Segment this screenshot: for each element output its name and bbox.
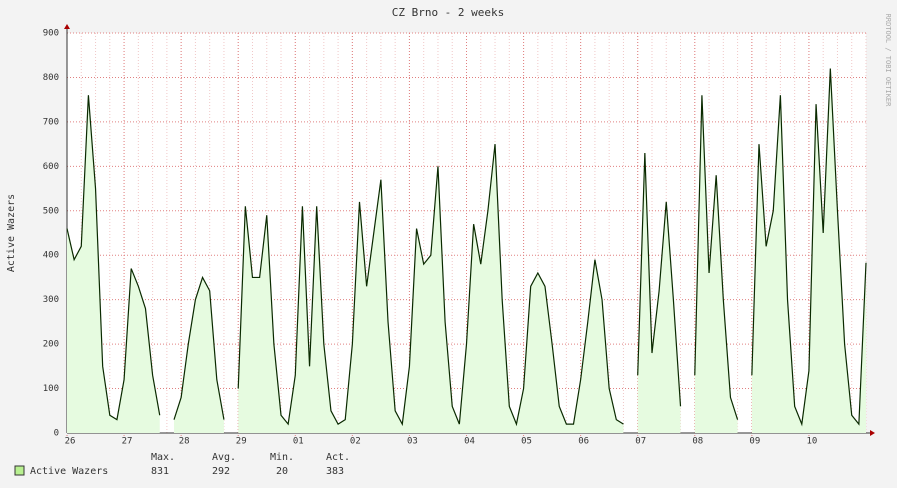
line — [66, 68, 867, 427]
y-tick-label: 100 — [43, 384, 59, 394]
x-tick-label: 27 — [122, 437, 133, 447]
x-tick-label: 10 — [807, 437, 818, 447]
chart-title: CZ Brno - 2 weeks — [392, 6, 505, 19]
x-tick-label: 03 — [407, 437, 418, 447]
x-tick-label: 05 — [521, 437, 532, 447]
stat-value: 383 — [326, 466, 344, 477]
stat-value: 831 — [151, 466, 169, 477]
y-tick-label: 200 — [43, 340, 59, 350]
y-tick-label: 600 — [43, 162, 59, 172]
area — [67, 68, 866, 434]
x-tick-label: 06 — [578, 437, 589, 447]
stat-header: Avg. — [212, 452, 236, 463]
y-tick-label: 0 — [54, 429, 59, 439]
legend-label: Active Wazers — [30, 466, 108, 477]
x-tick-label: 29 — [236, 437, 247, 447]
y-tick-label: 400 — [43, 251, 59, 261]
x-tick-label: 09 — [749, 437, 760, 447]
x-tick-label: 01 — [293, 437, 304, 447]
y-axis-label: Active Wazers — [6, 194, 17, 272]
x-arrow — [870, 430, 875, 436]
y-tick-label: 800 — [43, 73, 59, 83]
stat-header: Act. — [326, 452, 350, 463]
side-note: RRDTOOL / TOBI OETIKER — [884, 14, 892, 108]
x-tick-label: 26 — [65, 437, 76, 447]
stat-value: 292 — [212, 466, 230, 477]
stat-header: Min. — [270, 452, 294, 463]
y-tick-label: 300 — [43, 295, 59, 305]
x-tick-label: 08 — [692, 437, 703, 447]
x-tick-label: 07 — [635, 437, 646, 447]
y-tick-label: 700 — [43, 117, 59, 127]
legend-swatch — [14, 465, 25, 476]
x-tick-label: 28 — [179, 437, 190, 447]
y-arrow — [64, 24, 70, 29]
y-tick-label: 500 — [43, 206, 59, 216]
stat-value: 20 — [276, 466, 288, 477]
x-tick-label: 02 — [350, 437, 361, 447]
y-tick-label: 900 — [43, 29, 59, 39]
stat-header: Max. — [151, 452, 175, 463]
x-tick-label: 04 — [464, 437, 475, 447]
